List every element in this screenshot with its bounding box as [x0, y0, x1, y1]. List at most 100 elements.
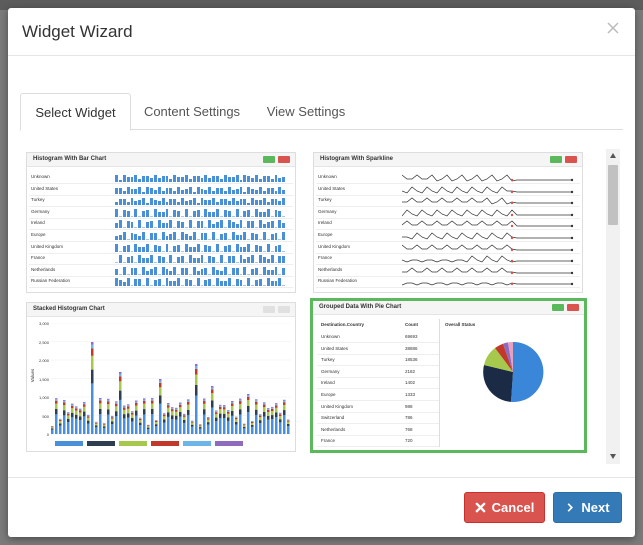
- mini-bar: [278, 178, 282, 182]
- stacked-bar-segment: [167, 403, 170, 406]
- sparkline-line: [402, 197, 572, 205]
- stacked-bar-segment: [135, 405, 138, 411]
- stacked-bar-segment: [203, 414, 206, 434]
- row-divider: [29, 287, 293, 289]
- mini-bar: [153, 266, 157, 275]
- stacked-bar-segment: [239, 399, 242, 402]
- mini-bar: [239, 186, 243, 194]
- widget-stacked-histogram[interactable]: Stacked Histogram Chart 3,000 2,500 2,000 1…: [26, 302, 296, 452]
- mini-bar: [181, 198, 185, 206]
- mini-bar: [223, 266, 227, 275]
- mini-bar: [173, 175, 177, 182]
- count-cell: 69693: [405, 334, 418, 339]
- stacked-bar-segment: [87, 423, 90, 434]
- mini-bar: [220, 281, 223, 287]
- stacked-bar-segment: [251, 423, 254, 425]
- stacked-bar-segment: [267, 408, 270, 410]
- stacked-bar-segment: [123, 405, 126, 407]
- mini-bar: [196, 243, 200, 252]
- stacked-bar-segment: [51, 429, 54, 434]
- mini-bar: [142, 285, 146, 287]
- scroll-thumb[interactable]: [608, 165, 618, 225]
- mini-bar: [223, 281, 227, 287]
- stacked-bar-segment: [259, 414, 262, 415]
- stacked-bar-segment: [211, 386, 214, 388]
- stacked-bar-segment: [247, 406, 250, 412]
- mini-bar: [130, 267, 134, 275]
- mini-bar: [138, 246, 142, 252]
- mini-bar: [239, 215, 243, 217]
- stacked-bar-segment: [147, 428, 150, 434]
- stacked-bar-segment: [111, 424, 114, 434]
- stacked-bar-segment: [67, 412, 70, 413]
- mini-bar: [157, 256, 161, 264]
- stacked-bar-segment: [271, 406, 274, 408]
- widget-histogram-bar[interactable]: Histogram With Bar Chart Unknown United S…: [26, 152, 296, 293]
- stacked-bar-segment: [95, 425, 98, 428]
- gallery-scrollbar[interactable]: [606, 149, 620, 464]
- widget-remove-icon: [567, 304, 579, 311]
- mini-bar: [223, 175, 227, 182]
- close-icon[interactable]: [605, 20, 621, 36]
- stacked-bar-segment: [123, 418, 126, 434]
- stacked-bar-segment: [187, 409, 190, 415]
- mini-bar: [138, 200, 142, 206]
- histogram-row-label: Russian Federation: [31, 278, 71, 284]
- histogram-row-label: Germany: [31, 208, 50, 214]
- mini-bar: [200, 215, 204, 217]
- count-cell: 1402: [405, 380, 416, 386]
- mini-bar: [220, 250, 223, 252]
- mini-bar: [126, 177, 130, 182]
- tab-view-settings[interactable]: View Settings: [266, 104, 346, 119]
- mini-bar: [177, 221, 181, 229]
- mini-bar: [227, 273, 231, 275]
- mini-bar: [165, 278, 169, 287]
- stacked-bar-segment: [183, 414, 186, 416]
- scroll-up-icon[interactable]: [609, 152, 617, 160]
- mini-bar: [231, 189, 235, 194]
- mini-bar: [185, 234, 188, 240]
- stacked-bar-segment: [187, 399, 190, 401]
- row-divider: [316, 206, 580, 208]
- stacked-bar-segment: [135, 415, 138, 434]
- stacked-bar-segment: [223, 418, 226, 434]
- mini-bar: [185, 188, 188, 194]
- mini-bar: [255, 267, 258, 275]
- stacked-bar-segment: [159, 380, 162, 383]
- stacked-bar-segment: [123, 414, 126, 419]
- country-cell: Netherlands: [321, 426, 346, 432]
- mini-bar: [278, 201, 282, 206]
- stacked-bar-segment: [215, 421, 218, 434]
- stacked-bar-segment: [279, 414, 282, 417]
- mini-bar: [282, 250, 286, 252]
- country-cell: France: [321, 438, 336, 444]
- scroll-down-icon[interactable]: [609, 452, 617, 460]
- mini-bar: [138, 215, 142, 217]
- stacked-bar-segment: [87, 416, 90, 418]
- mini-bar-chart: [115, 208, 286, 217]
- mini-bar: [173, 266, 177, 275]
- mini-bar: [223, 209, 227, 217]
- cancel-button[interactable]: Cancel: [464, 492, 545, 523]
- mini-bar: [223, 190, 227, 194]
- stacked-bar-segment: [91, 355, 94, 370]
- widget-histogram-sparkline[interactable]: Histogram With Sparkline Unknown United S…: [313, 152, 583, 293]
- sparkline-row-label: Turkey: [318, 197, 332, 203]
- tab-select-widget[interactable]: Select Widget: [20, 93, 131, 131]
- stacked-bar-segment: [99, 399, 102, 401]
- mini-bar: [270, 269, 274, 275]
- tab-content-settings[interactable]: Content Settings: [143, 104, 241, 119]
- mini-bar: [200, 178, 204, 182]
- widget-grouped-pie[interactable]: Grouped Data With Pie Chart Destination.…: [310, 298, 587, 453]
- widget-title: Grouped Data With Pie Chart: [319, 304, 402, 310]
- next-button[interactable]: Next: [553, 492, 622, 523]
- mini-bar: [235, 208, 239, 217]
- mini-bar: [161, 223, 165, 229]
- mini-bar: [243, 199, 247, 206]
- mini-bar: [227, 256, 231, 264]
- stacked-bar-segment: [259, 417, 262, 421]
- stacked-bar-segment: [131, 411, 134, 413]
- stacked-bar-segment: [115, 401, 118, 403]
- sparkline-row-label: Russian Federation: [318, 278, 358, 284]
- sparkline-line: [402, 244, 572, 250]
